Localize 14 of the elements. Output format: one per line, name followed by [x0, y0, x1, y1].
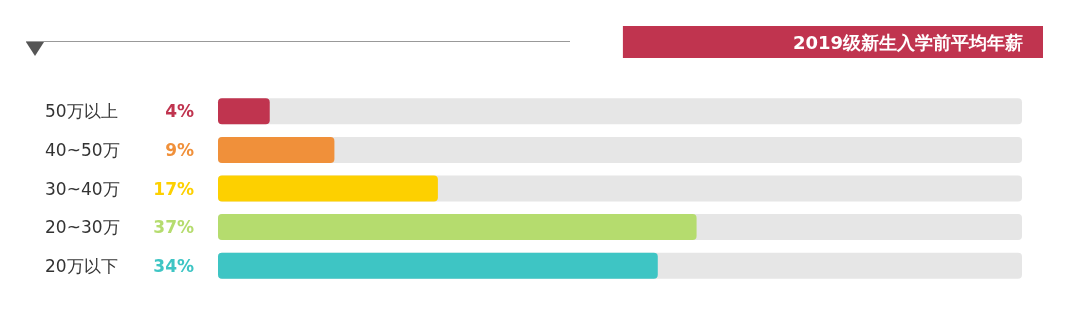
y-tick-label: 50万以上 — [45, 101, 118, 122]
y-tick-label: 20万以下 — [45, 255, 118, 276]
text: 2019级新生入学前平均年薪 — [792, 31, 1024, 53]
bar — [218, 98, 270, 125]
bar — [218, 136, 335, 163]
data-label: 34% — [153, 255, 194, 276]
data-label: 4% — [165, 101, 194, 122]
y-tick-label: 30~40万 — [45, 178, 120, 199]
y-tick-label: 40~50万 — [45, 139, 120, 160]
data-label: 9% — [165, 139, 194, 160]
data-label: 17% — [153, 178, 194, 199]
bar — [218, 175, 438, 202]
y-tick-label: 20~30万 — [45, 217, 120, 238]
data-label: 37% — [153, 217, 194, 238]
